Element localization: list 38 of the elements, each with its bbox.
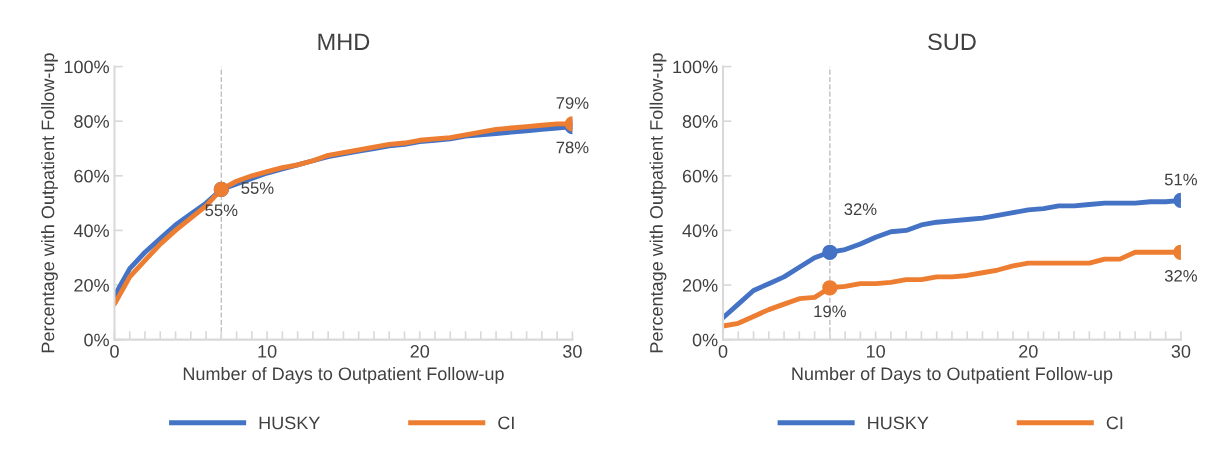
legend-label: HUSKY [868,416,929,430]
y-tick-label: 20% [682,278,718,292]
data-label: 78% [556,141,589,154]
x-tick-label: 0 [718,345,728,358]
x-tick-label: 10 [866,345,885,358]
chart-title: MHD [318,33,370,50]
y-tick-label: 100% [673,60,718,74]
y-tick-label: 60% [682,169,718,183]
x-axis-title: Number of Days to Outpatient Follow-up [183,366,504,384]
y-tick-label: 0% [692,333,718,347]
x-tick-label: 30 [1171,345,1191,358]
x-tick-label: 30 [563,345,582,358]
x-tick-label: 20 [1019,345,1038,358]
data-label: 32% [844,203,877,216]
y-tick-label: 40% [73,224,109,238]
y-tick-label: 80% [682,115,718,128]
y-axis-title: Percentage with Outpatient Follow-up [41,53,58,353]
x-tick-label: 10 [258,345,277,358]
y-tick-label: 0% [84,333,109,347]
y-tick-label: 60% [74,169,109,183]
y-axis-title: Percentage with Outpatient Follow-up [649,53,667,353]
legend-label: CI [1106,416,1123,430]
data-label: 55% [205,204,238,217]
x-axis-title: Number of Days to Outpatient Follow-up [792,366,1113,384]
data-label: 32% [1164,269,1197,282]
y-tick-label: 20% [74,278,109,292]
data-label: 79% [556,97,589,109]
y-tick-label: 40% [682,224,718,238]
x-tick-label: 0 [110,345,119,358]
data-label: 55% [241,182,274,194]
data-label: 19% [814,305,846,318]
y-tick-label: 80% [74,115,109,128]
x-tick-label: 20 [410,345,430,358]
chart-title: SUD [928,33,976,51]
legend-label: HUSKY [259,416,320,430]
legend-label: CI [498,416,514,430]
y-tick-label: 100% [64,60,109,74]
data-label: 51% [1164,173,1197,186]
